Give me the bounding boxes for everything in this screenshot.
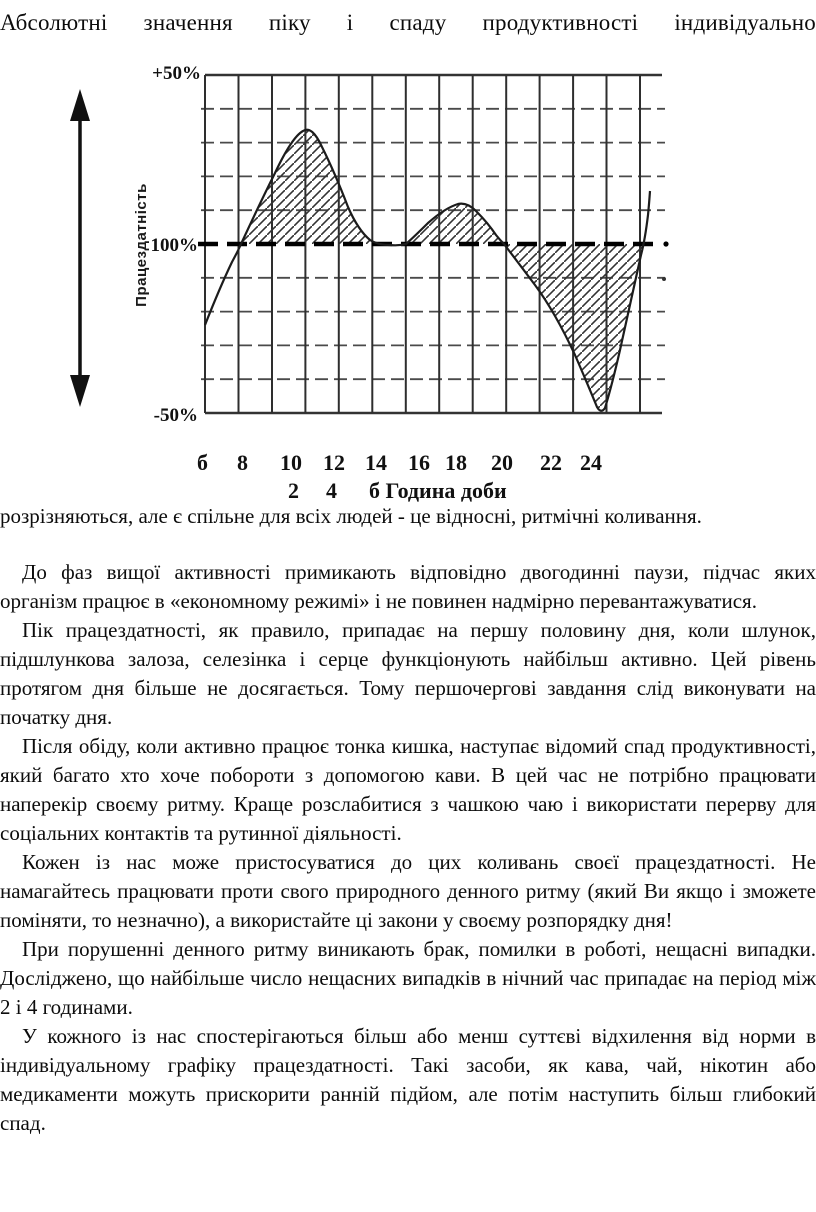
double-arrow-icon [70,89,90,407]
hatched-areas [241,129,645,411]
x-tick: б [197,450,208,475]
baseline-100 [198,241,669,281]
paragraph: Після обіду, коли активно працює тонка к… [0,734,816,845]
paragraph: Кожен із нас може пристосуватися до цих … [0,850,816,932]
x-axis-title: б Година доби [369,478,507,503]
y-tick-plus50: +50% [152,63,201,84]
paragraph: Пік працездатності, як правило, припадає… [0,618,816,729]
paragraph: При порушенні денного ритму виникають бр… [0,937,816,1019]
x-tick: 22 [540,450,562,475]
performance-chart-figure: Працездатність +50% 100% -50% [0,55,816,445]
x-tick: 10 [280,450,302,475]
x-axis-labels: б 8 10 12 14 16 18 20 22 24 2 4 б Година… [0,445,816,503]
x-tick: 2 [288,478,299,503]
x-tick: 24 [580,450,602,475]
performance-curve [203,128,652,412]
paragraph: розрізняються, але є спільне для всіх лю… [0,504,702,528]
x-tick: 12 [323,450,345,475]
x-tick: 18 [445,450,467,475]
page-title: Абсолютні значення піку і спаду продукти… [0,10,816,35]
paragraph: До фаз вищої активності примикають відпо… [0,560,816,613]
x-tick: 8 [237,450,248,475]
paragraph: У кожного із нас спостерігаються більш а… [0,1024,816,1135]
x-tick: 4 [326,478,337,503]
document-body: розрізняються, але є спільне для всіх лю… [0,502,816,1138]
x-tick: 16 [408,450,430,475]
x-tick: 20 [491,450,513,475]
performance-chart: Працездатність +50% 100% -50% [70,63,669,426]
y-axis-label: Працездатність [133,183,150,307]
y-tick-minus50: -50% [154,405,198,426]
y-tick-100: 100% [151,235,199,256]
x-tick: 14 [365,450,387,475]
